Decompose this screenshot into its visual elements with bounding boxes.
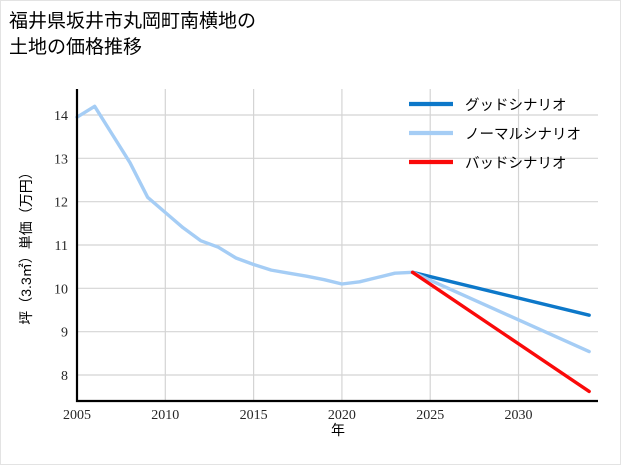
- y-tick-label: 14: [54, 109, 68, 124]
- legend-label: バッドシナリオ: [465, 156, 567, 172]
- series-line-history: [75, 104, 415, 286]
- y-tick-label: 8: [61, 369, 68, 384]
- legend-label: グッドシナリオ: [465, 97, 567, 114]
- page-title: 福井県坂井市丸岡町南横地の 土地の価格推移: [9, 11, 257, 58]
- y-axis-tick-labels: 8 9 10 11 12 13 14: [54, 109, 68, 384]
- legend-label: ノーマルシナリオ: [465, 127, 581, 143]
- x-tick-label: 2010: [151, 408, 179, 423]
- y-tick-label: 9: [61, 326, 68, 341]
- y-tick-label: 12: [54, 196, 68, 211]
- y-axis-title: 坪（3.3㎡）単価（万円）: [18, 165, 34, 324]
- x-tick-label: 2030: [505, 408, 533, 423]
- y-tick-label: 11: [55, 239, 68, 254]
- series-line-normal: [410, 270, 591, 354]
- axis-spine-path: [75, 89, 598, 403]
- x-axis-title: 年: [331, 422, 345, 438]
- y-tick-label: 10: [54, 282, 68, 297]
- series-line-good: [410, 270, 591, 317]
- series-line-bad: [410, 270, 591, 394]
- y-tick-label: 13: [54, 152, 68, 167]
- x-tick-label: 2020: [328, 408, 356, 423]
- x-tick-label: 2015: [240, 408, 268, 423]
- x-tick-label: 2025: [416, 408, 444, 423]
- series-group: [75, 104, 591, 394]
- x-axis-tick-labels: 2005 2010 2015 2020 2025 2030: [63, 408, 533, 423]
- x-tick-label: 2005: [63, 408, 91, 423]
- axis-spines: [75, 89, 598, 403]
